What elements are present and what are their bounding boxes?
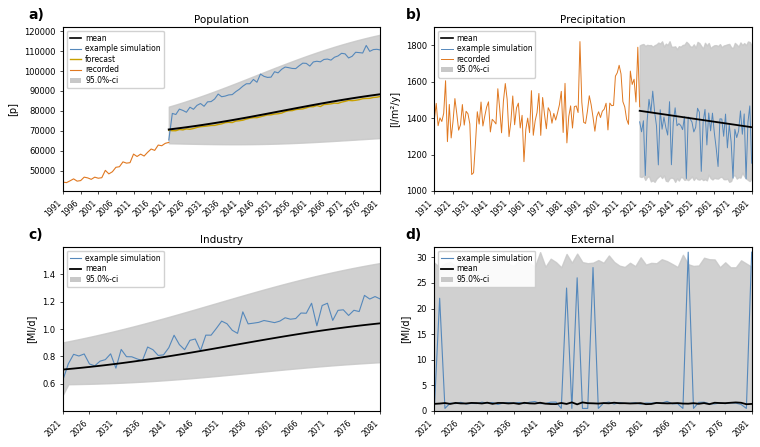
- Title: External: External: [572, 235, 615, 245]
- Legend: example simulation, mean, 95.0%-ci: example simulation, mean, 95.0%-ci: [439, 251, 535, 287]
- Y-axis label: [p]: [p]: [8, 102, 18, 116]
- Title: Industry: Industry: [200, 235, 243, 245]
- Legend: mean, example simulation, forecast, recorded, 95.0%-ci: mean, example simulation, forecast, reco…: [67, 31, 164, 88]
- Legend: example simulation, mean, 95.0%-ci: example simulation, mean, 95.0%-ci: [67, 251, 164, 287]
- Title: Precipitation: Precipitation: [560, 15, 625, 25]
- Text: a): a): [28, 8, 44, 22]
- Y-axis label: [Ml/d]: [Ml/d]: [401, 315, 410, 343]
- Y-axis label: [l/m²/y]: [l/m²/y]: [390, 91, 400, 127]
- Legend: mean, example simulation, recorded, 95.0%-ci: mean, example simulation, recorded, 95.0…: [439, 31, 535, 77]
- Text: d): d): [406, 228, 422, 242]
- Text: b): b): [406, 8, 422, 22]
- Y-axis label: [Ml/d]: [Ml/d]: [27, 315, 36, 343]
- Text: c): c): [28, 228, 43, 242]
- Title: Population: Population: [194, 15, 249, 25]
